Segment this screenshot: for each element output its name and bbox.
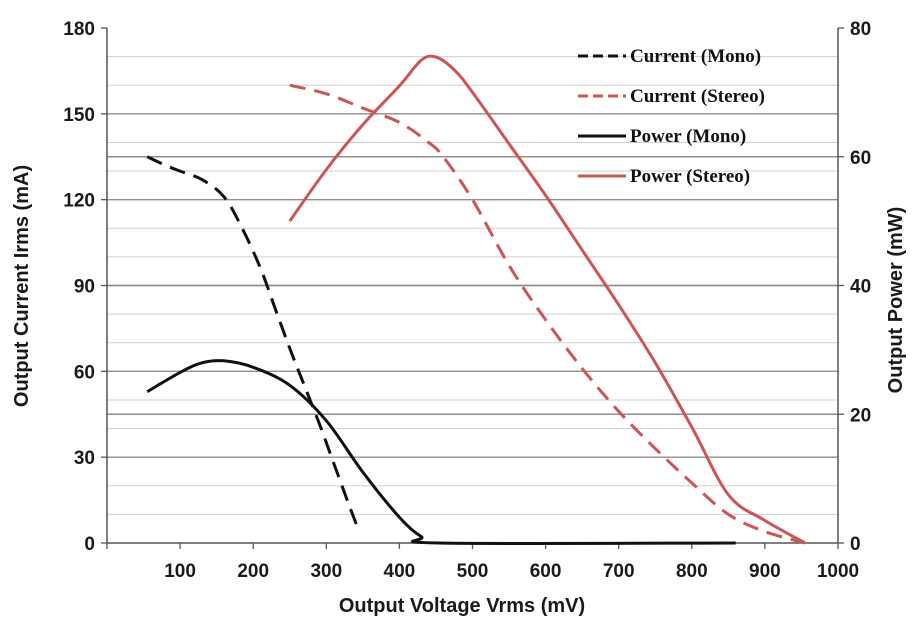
- y2-tick-label: 60: [850, 148, 871, 169]
- x-axis-title: Output Voltage Vrms (mV): [339, 595, 585, 617]
- y2-tick-labels: 0 20 40 60 80: [850, 19, 871, 555]
- y-tick-label: 180: [63, 19, 95, 40]
- y-tick-labels: 0 30 60 90 120 150 180: [63, 19, 95, 555]
- x-tick-label: 400: [384, 561, 416, 582]
- gridlines: [107, 56, 838, 515]
- series-lines: [146, 54, 806, 545]
- power-mono-line: [146, 359, 736, 545]
- y2-tick-label: 20: [850, 405, 871, 426]
- current-mono-line: [146, 155, 361, 533]
- x-tick-label: 300: [310, 561, 342, 582]
- x-tick-label: 200: [237, 561, 269, 582]
- legend-label: Current (Mono): [630, 46, 761, 67]
- y-tick-label: 90: [74, 277, 95, 298]
- y-tick-label: 60: [74, 362, 95, 383]
- y-tick-label: 150: [63, 105, 95, 126]
- y-tick-label: 30: [74, 448, 95, 469]
- legend-item-current-stereo: Current (Stereo): [578, 86, 765, 107]
- legend-item-power-stereo: Power (Stereo): [578, 166, 750, 187]
- y-axis-title: Output Current Irms (mA): [11, 165, 33, 407]
- y-tick-label: 120: [63, 191, 95, 212]
- x-tick-label: 100: [164, 561, 196, 582]
- legend: Current (Mono) Current (Stereo) Power (Mon…: [578, 46, 765, 187]
- legend-label: Power (Mono): [630, 126, 746, 147]
- x-tick-label: 500: [457, 561, 489, 582]
- y-tick-label: 0: [84, 534, 95, 555]
- power-stereo-line: [288, 54, 806, 545]
- legend-item-current-mono: Current (Mono): [578, 46, 761, 67]
- y2-tick-label: 40: [850, 277, 871, 298]
- legend-label: Power (Stereo): [630, 166, 750, 187]
- x-tick-label: 700: [603, 561, 635, 582]
- legend-label: Current (Stereo): [630, 86, 765, 107]
- x-tick-label: 1000: [817, 561, 859, 582]
- y2-axis-title: Output Power (mW): [885, 207, 907, 394]
- x-tick-label: 900: [749, 561, 781, 582]
- current-stereo-line: [289, 83, 806, 545]
- x-tick-label: 800: [676, 561, 708, 582]
- x-tick-labels: 100 200 300 400 500 600 700 800 900 1000: [164, 561, 859, 582]
- y2-tick-label: 0: [850, 534, 861, 555]
- y2-tick-label: 80: [850, 19, 871, 40]
- legend-item-power-mono: Power (Mono): [578, 126, 746, 147]
- x-tick-label: 600: [530, 561, 562, 582]
